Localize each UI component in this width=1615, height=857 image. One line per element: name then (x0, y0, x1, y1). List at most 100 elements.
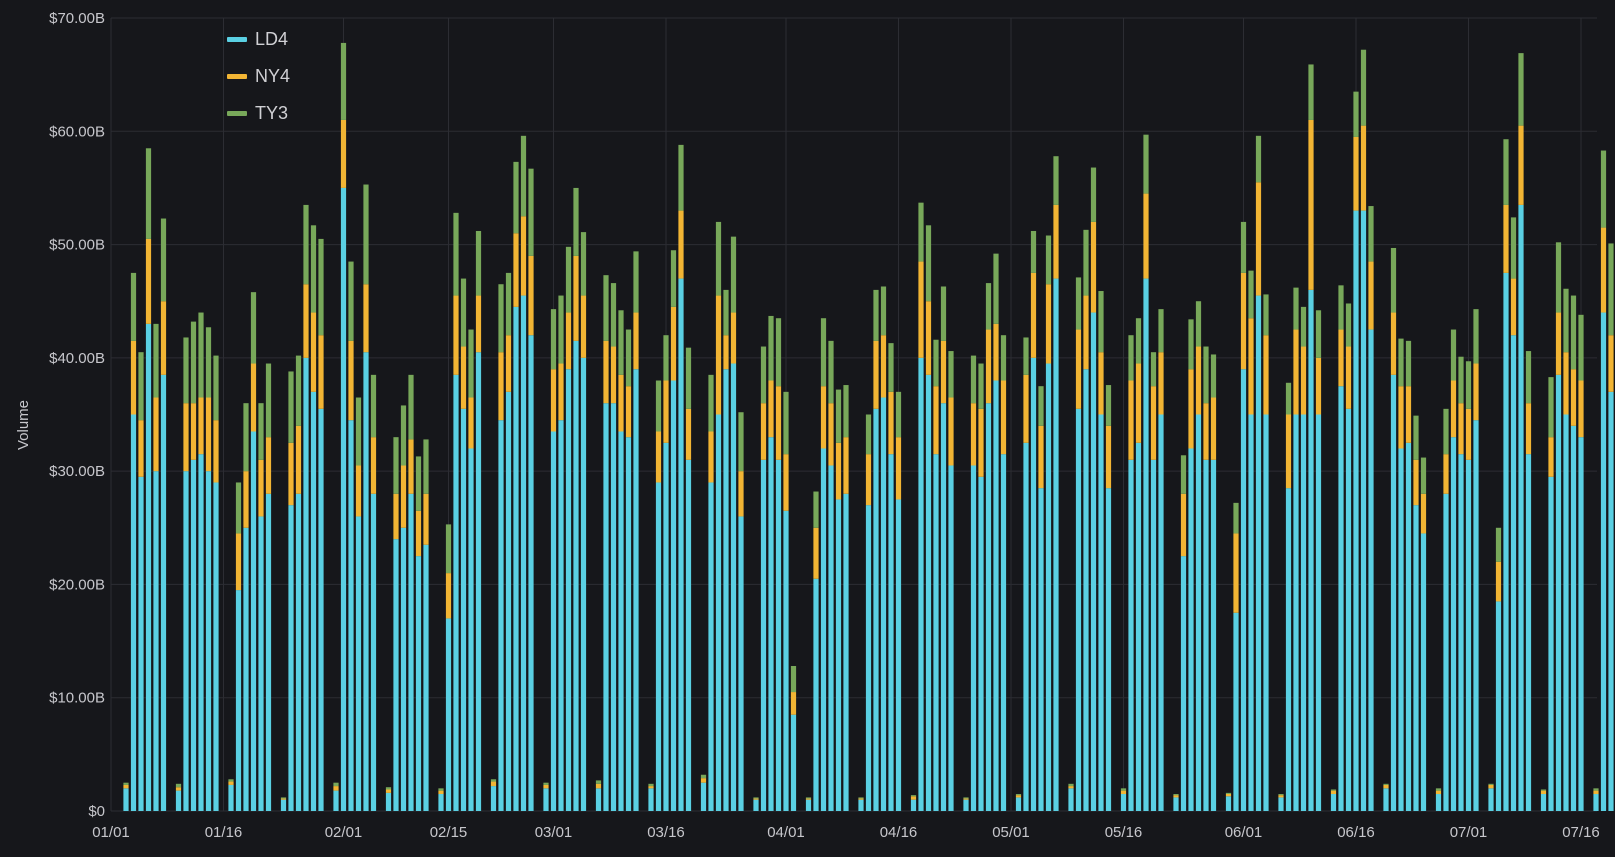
legend-label-ny4[interactable]: NY4 (255, 66, 290, 86)
bar-segment-ty3[interactable] (1570, 295, 1577, 370)
bar-segment-ld4[interactable] (228, 784, 234, 811)
bar-segment-ny4[interactable] (1285, 414, 1292, 489)
bar-segment-ld4[interactable] (1075, 408, 1082, 811)
bar-segment-ld4[interactable] (1503, 272, 1509, 811)
bar-segment-ty3[interactable] (858, 797, 864, 799)
bar-segment-ld4[interactable] (1570, 425, 1577, 811)
bar-segment-ld4[interactable] (423, 544, 429, 811)
bar-segment-ty3[interactable] (1038, 386, 1044, 426)
bar-segment-ty3[interactable] (1398, 338, 1404, 387)
bar-segment-ld4[interactable] (1525, 454, 1532, 811)
bar-segment-ny4[interactable] (595, 783, 602, 789)
bar-segment-ty3[interactable] (790, 665, 797, 693)
bar-segment-ty3[interactable] (505, 272, 512, 336)
bar-segment-ny4[interactable] (235, 533, 242, 591)
bar-segment-ny4[interactable] (303, 284, 309, 358)
bar-segment-ny4[interactable] (925, 301, 932, 375)
bar-segment-ld4[interactable] (978, 476, 984, 811)
bar-segment-ny4[interactable] (1608, 335, 1614, 392)
bar-segment-ld4[interactable] (1315, 414, 1322, 812)
bar-segment-ny4[interactable] (1488, 784, 1494, 789)
bar-segment-ty3[interactable] (1525, 351, 1532, 404)
bar-segment-ny4[interactable] (828, 403, 834, 466)
bar-segment-ty3[interactable] (1420, 457, 1427, 494)
bar-segment-ty3[interactable] (925, 225, 932, 302)
bar-segment-ny4[interactable] (1420, 493, 1427, 534)
legend-label-ld4[interactable]: LD4 (255, 29, 288, 49)
bar-segment-ny4[interactable] (678, 210, 684, 279)
bar-segment-ty3[interactable] (1450, 329, 1457, 381)
bar-segment-ty3[interactable] (783, 391, 789, 455)
bar-segment-ld4[interactable] (1293, 414, 1299, 812)
bar-segment-ny4[interactable] (985, 329, 992, 404)
bar-segment-ld4[interactable] (685, 459, 692, 811)
bar-segment-ld4[interactable] (1563, 414, 1569, 812)
bar-segment-ld4[interactable] (1368, 329, 1374, 811)
bar-segment-ty3[interactable] (385, 787, 392, 790)
bar-segment-ty3[interactable] (1225, 792, 1232, 794)
bar-segment-ty3[interactable] (1578, 314, 1584, 381)
bar-segment-ld4[interactable] (783, 510, 789, 811)
bar-segment-ty3[interactable] (1128, 335, 1134, 381)
bar-segment-ny4[interactable] (1345, 346, 1352, 409)
bar-segment-ty3[interactable] (873, 289, 879, 341)
bar-segment-ny4[interactable] (670, 306, 677, 381)
bar-segment-ld4[interactable] (700, 782, 707, 811)
bar-segment-ty3[interactable] (1563, 288, 1569, 353)
bar-segment-ld4[interactable] (1413, 505, 1419, 811)
bar-segment-ld4[interactable] (963, 799, 969, 811)
bar-segment-ld4[interactable] (1000, 454, 1007, 811)
bar-segment-ny4[interactable] (468, 397, 474, 449)
bar-segment-ty3[interactable] (498, 284, 504, 353)
bar-segment-ty3[interactable] (1045, 235, 1052, 285)
bar-segment-ld4[interactable] (295, 493, 302, 811)
bar-segment-ny4[interactable] (940, 340, 947, 404)
bar-segment-ty3[interactable] (768, 315, 774, 381)
bar-segment-ld4[interactable] (505, 391, 512, 811)
bar-segment-ny4[interactable] (970, 403, 977, 466)
bar-segment-ty3[interactable] (1353, 91, 1359, 137)
bar-segment-ty3[interactable] (1548, 377, 1554, 438)
bar-segment-ty3[interactable] (603, 275, 609, 341)
bar-segment-ld4[interactable] (835, 499, 842, 811)
bar-segment-ld4[interactable] (1353, 210, 1359, 812)
bar-segment-ny4[interactable] (775, 386, 782, 460)
bar-segment-ld4[interactable] (1330, 794, 1337, 811)
bar-segment-ld4[interactable] (1435, 794, 1442, 811)
bar-segment-ld4[interactable] (1495, 601, 1502, 811)
bar-segment-ty3[interactable] (843, 385, 849, 438)
bar-segment-ny4[interactable] (1158, 352, 1164, 415)
bar-segment-ny4[interactable] (288, 442, 294, 506)
bar-segment-ty3[interactable] (738, 412, 744, 472)
bar-segment-ld4[interactable] (565, 369, 572, 811)
bar-segment-ld4[interactable] (363, 352, 369, 811)
bar-segment-ny4[interactable] (1030, 272, 1037, 358)
bar-segment-ty3[interactable] (468, 329, 474, 398)
bar-segment-ld4[interactable] (1068, 788, 1074, 811)
bar-segment-ny4[interactable] (1083, 295, 1089, 370)
bar-segment-ny4[interactable] (1405, 386, 1412, 443)
bar-segment-ny4[interactable] (1300, 346, 1307, 415)
bar-segment-ld4[interactable] (985, 403, 992, 811)
bar-segment-ny4[interactable] (513, 233, 519, 307)
bar-segment-ny4[interactable] (1570, 369, 1577, 426)
bar-segment-ny4[interactable] (423, 493, 429, 545)
bar-segment-ld4[interactable] (348, 420, 354, 811)
bar-segment-ld4[interactable] (918, 357, 924, 811)
bar-segment-ny4[interactable] (1465, 408, 1472, 460)
bar-segment-ty3[interactable] (1068, 783, 1074, 787)
bar-segment-ty3[interactable] (340, 42, 347, 120)
bar-segment-ty3[interactable] (1473, 309, 1479, 364)
bar-segment-ny4[interactable] (505, 335, 512, 392)
bar-segment-ld4[interactable] (153, 471, 159, 811)
bar-segment-ty3[interactable] (918, 202, 924, 262)
bar-segment-ld4[interactable] (1180, 556, 1187, 811)
bar-segment-ty3[interactable] (258, 403, 264, 460)
bar-segment-ld4[interactable] (408, 493, 414, 811)
bar-segment-ld4[interactable] (453, 374, 459, 811)
bar-segment-ny4[interactable] (768, 380, 774, 438)
bar-segment-ld4[interactable] (1600, 312, 1607, 811)
bar-segment-ld4[interactable] (445, 618, 452, 811)
bar-segment-ny4[interactable] (805, 798, 812, 800)
bar-segment-ny4[interactable] (835, 442, 842, 500)
